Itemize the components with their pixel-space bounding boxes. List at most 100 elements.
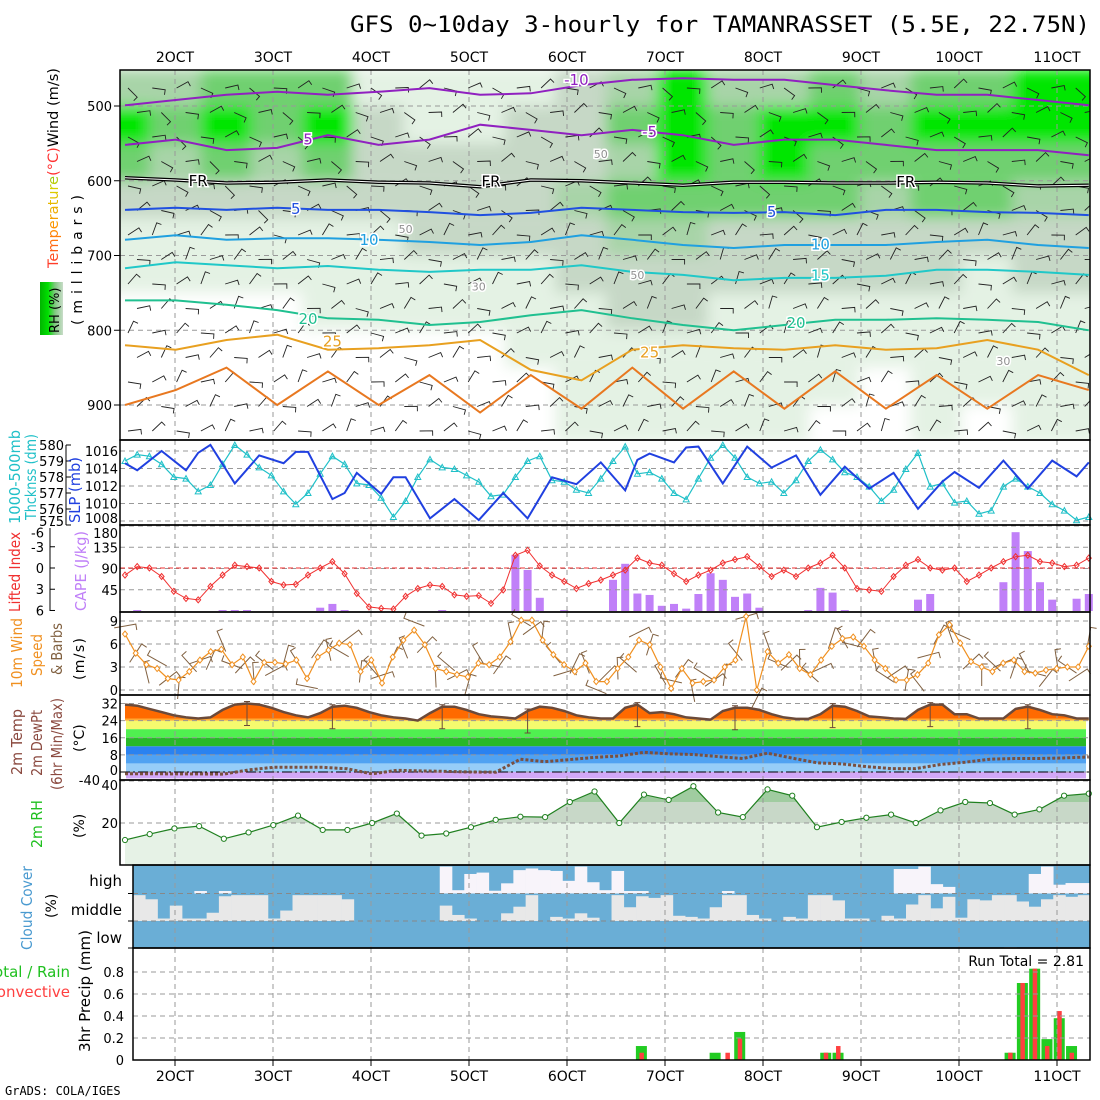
rh-cell	[606, 405, 660, 440]
cloud-clear-bar-high	[574, 866, 588, 894]
upper-wind-barb	[428, 202, 443, 211]
wind-barb	[511, 609, 531, 627]
wind-speed-point	[164, 674, 171, 683]
temp-tick-label: -40	[79, 774, 100, 789]
upper-wind-barb	[234, 112, 247, 123]
wind-barb	[704, 673, 727, 687]
cloud-clear-bar-middle	[955, 917, 968, 921]
li-point	[390, 605, 397, 613]
upper-wind-barb	[817, 296, 829, 309]
cloud-clear-bar-middle	[562, 918, 576, 921]
rh2m-point	[270, 822, 277, 829]
wind-speed-point	[989, 667, 996, 676]
thickness-point	[1011, 474, 1020, 482]
thickness-point	[828, 455, 837, 463]
wind-speed-point	[828, 642, 835, 651]
li-point	[609, 571, 617, 579]
upper-wind-barb	[516, 131, 532, 138]
cape-tick-label: 180	[93, 527, 118, 542]
dewpoint-line	[125, 750, 1089, 776]
rh-cell	[809, 330, 863, 368]
rh-cell	[859, 70, 913, 107]
upper-wind-barb	[306, 158, 322, 164]
wind-speed-point	[999, 659, 1007, 667]
wind-speed-point	[603, 677, 611, 686]
upper-wind-barb	[525, 249, 539, 260]
upper-wind-barb	[403, 296, 416, 309]
rh-cell	[403, 330, 457, 368]
rh-cell	[301, 292, 355, 331]
rh-cell	[504, 330, 558, 368]
wind-barb	[810, 662, 834, 674]
upper-wind-barb	[808, 419, 821, 432]
temp-contour-25	[124, 333, 1090, 382]
thickness-point	[535, 452, 544, 460]
upper-wind-barb	[671, 259, 686, 265]
upper-wind-barb	[856, 87, 871, 97]
thickness-point	[1084, 512, 1093, 520]
date-label-bottom: 2OCT	[156, 1069, 195, 1085]
thickness-tick-label: 576	[39, 503, 64, 518]
li-point	[805, 564, 812, 572]
rh-cell	[656, 405, 710, 440]
date-label-top: 7OCT	[646, 50, 685, 66]
wind-barb	[886, 665, 910, 679]
rh2m-point	[1011, 811, 1018, 818]
upper-wind-barb	[331, 210, 344, 221]
minmax-bar	[524, 708, 531, 734]
upper-wind-barb	[501, 152, 516, 162]
thickness-tick-label: 580	[39, 439, 64, 454]
thickness-point	[352, 479, 361, 487]
upper-wind-barb	[638, 84, 653, 91]
upper-wind-barb	[501, 301, 516, 309]
li-point	[158, 572, 165, 581]
upper-wind-barb	[550, 259, 564, 266]
cloud-clear-bar-high	[1040, 866, 1054, 894]
thickness-point	[987, 506, 996, 514]
cloud-clear-bar-middle	[623, 907, 637, 921]
upper-wind-barb	[540, 78, 555, 89]
contour-label: 30	[996, 355, 1010, 368]
rh-cell	[1012, 405, 1066, 440]
upper-wind-barb	[258, 109, 273, 115]
upper-wind-barb	[185, 354, 200, 360]
rh-cell	[961, 367, 1015, 406]
upper-wind-barb	[1011, 308, 1026, 315]
li-point	[487, 599, 495, 608]
wind-barb	[416, 636, 438, 654]
upper-wind-barb	[1060, 112, 1073, 123]
rh-cell	[606, 292, 660, 331]
upper-wind-barb	[404, 161, 418, 171]
upper-wind-barb	[622, 255, 638, 261]
wind-speed-point	[753, 686, 760, 694]
rh-cell	[758, 255, 812, 293]
upper-wind-barb	[710, 136, 722, 150]
upper-wind-barb	[978, 330, 993, 336]
upper-wind-barb	[905, 332, 919, 341]
upper-wind-barb	[914, 256, 929, 263]
rh-cell	[251, 106, 305, 144]
upper-wind-barb	[759, 185, 771, 199]
wind-speed-point	[175, 676, 182, 684]
upper-wind-barb	[127, 87, 138, 102]
cape-bar	[316, 607, 325, 611]
wind-barb	[856, 628, 876, 648]
upper-wind-barb	[1060, 248, 1073, 260]
tick-layer: 5006007008009001016101410121010100858057…	[31, 50, 1081, 1085]
upper-wind-barb	[452, 252, 468, 260]
li-point	[670, 569, 678, 578]
thickness-point	[291, 500, 300, 508]
thickness-point	[157, 460, 166, 468]
cloud-clear-bar-high	[623, 891, 637, 894]
thickness-tick-label: 579	[39, 455, 64, 470]
wind-speed-point	[903, 676, 910, 684]
temp-contour-10	[124, 234, 1089, 250]
rh-cell	[301, 218, 355, 256]
upper-wind-barb	[176, 185, 189, 197]
thickness-point	[633, 469, 642, 477]
cape-bar	[1011, 532, 1020, 611]
thickness-point	[767, 477, 776, 485]
cape-bar	[731, 596, 739, 611]
upper-wind-barb	[710, 321, 724, 334]
upper-wind-barb	[452, 103, 467, 113]
